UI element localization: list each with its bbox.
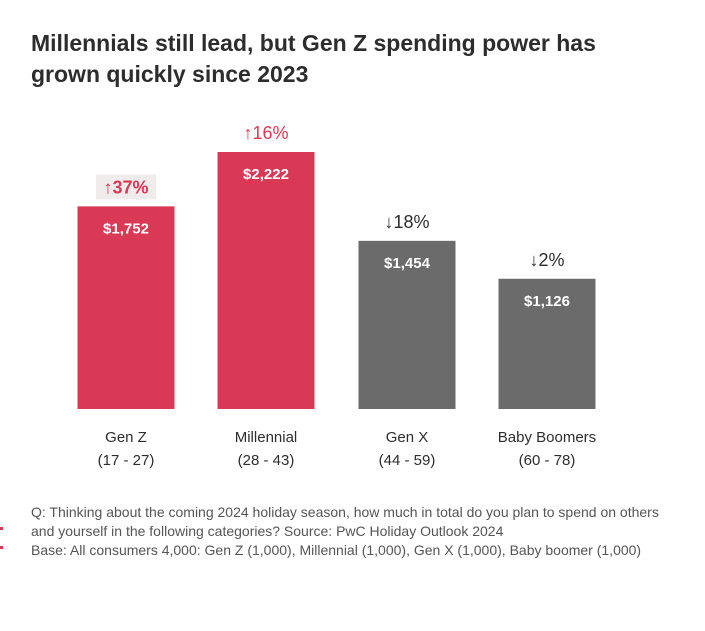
chart-notes: Q: Thinking about the coming 2024 holida… xyxy=(31,503,681,560)
category-label: Millennial xyxy=(235,429,298,446)
change-label: ↑16% xyxy=(243,123,288,143)
change-label: ↓18% xyxy=(384,212,429,232)
bar-value-label: $1,752 xyxy=(103,220,149,237)
change-label: ↓2% xyxy=(529,250,564,270)
category-label: Gen X xyxy=(386,429,429,446)
bar-chart: $1,752 ↑37% Gen Z (17 - 27) $2,222 ↑16% Millen… xyxy=(77,123,596,469)
change-highlight xyxy=(96,174,156,200)
question-note: Q: Thinking about the coming 2024 holida… xyxy=(31,504,659,539)
base-note: Base: All consumers 4,000: Gen Z (1,000)… xyxy=(31,542,642,558)
age-range-label: (17 - 27) xyxy=(98,452,155,469)
bar-value-label: $2,222 xyxy=(243,166,289,183)
bar-baby-boomers xyxy=(498,278,596,409)
bar-value-label: $1,126 xyxy=(524,293,570,310)
category-label: Baby Boomers xyxy=(498,429,596,446)
chart-title: Millennials still lead, but Gen Z spendi… xyxy=(31,30,596,87)
age-range-label: (60 - 78) xyxy=(519,452,576,469)
bar-gen-x xyxy=(358,240,456,409)
category-label: Gen Z xyxy=(105,429,147,446)
bar-gen-z xyxy=(77,206,175,409)
age-range-label: (44 - 59) xyxy=(379,452,436,469)
edge-marker xyxy=(0,546,3,549)
bar-value-label: $1,454 xyxy=(384,255,431,272)
bar-millennial xyxy=(217,152,315,409)
change-label: ↑37% xyxy=(103,177,148,197)
edge-marker xyxy=(0,527,3,530)
age-range-label: (28 - 43) xyxy=(238,452,295,469)
